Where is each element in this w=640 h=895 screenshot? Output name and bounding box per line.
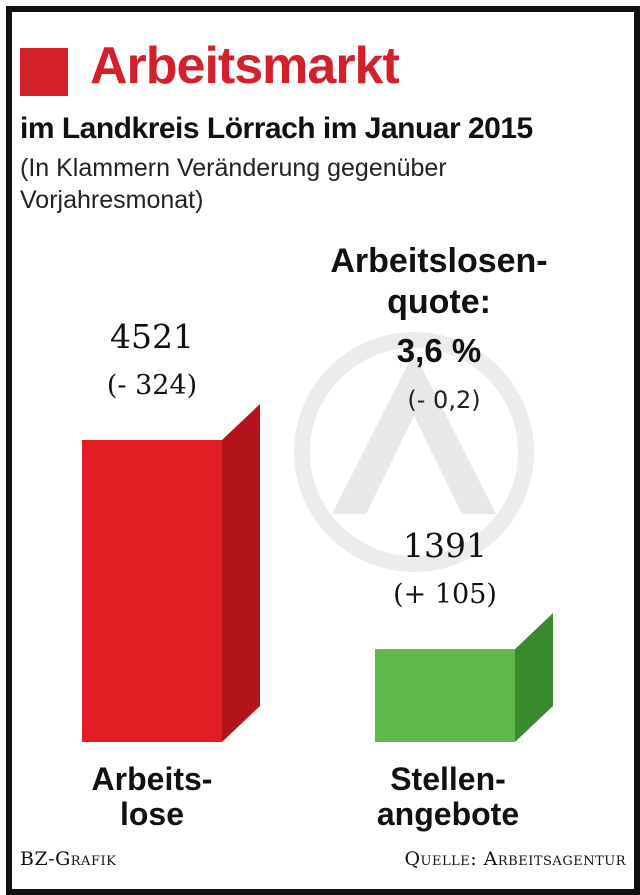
quote-label-line2: quote: bbox=[387, 283, 491, 321]
quote-change: (- 0,2) bbox=[407, 386, 480, 414]
bar-side-arbeitslose bbox=[222, 404, 260, 742]
infographic-frame: Arbeitsmarkt im Landkreis Lörrach im Jan… bbox=[6, 6, 640, 895]
category-label-arbeitslose-line1: Arbeits- bbox=[92, 761, 213, 797]
change-label-arbeitslose: (- 324) bbox=[107, 370, 197, 401]
chart-subtitle: im Landkreis Lörrach im Januar 2015 bbox=[20, 112, 533, 145]
bar-side-stellenangebote bbox=[515, 613, 553, 742]
bar-chart: Arbeitslosen- quote: 3,6 % (- 0,2) 4521 … bbox=[82, 242, 553, 832]
credit-label: BZ-Grafik bbox=[20, 848, 117, 870]
bar-group-arbeitslose: 4521 (- 324) Arbeits- lose bbox=[82, 317, 260, 832]
bar-arbeitslose bbox=[82, 440, 222, 742]
arbeitsagentur-logo-icon bbox=[294, 332, 534, 572]
value-label-arbeitslose: 4521 bbox=[110, 317, 194, 356]
source-label: Quelle: Arbeitsagentur bbox=[404, 848, 626, 870]
bar-group-stellenangebote: 1391 (+ 105) Stellen- angebote bbox=[375, 526, 553, 832]
category-label-stellenangebote-line1: Stellen- bbox=[390, 761, 506, 797]
chart-note: (In Klammern Veränderung gegenüber Vorja… bbox=[20, 154, 447, 214]
category-label-stellenangebote-line2: angebote bbox=[377, 796, 519, 832]
bar-stellenangebote bbox=[375, 649, 515, 742]
red-square-icon bbox=[20, 48, 68, 96]
quote-value: 3,6 % bbox=[397, 332, 481, 369]
change-label-stellenangebote: (+ 105) bbox=[393, 579, 497, 610]
value-label-stellenangebote: 1391 bbox=[403, 526, 487, 565]
chart-title: Arbeitsmarkt bbox=[90, 37, 400, 95]
quote-label-line1: Arbeitslosen- bbox=[330, 242, 547, 280]
category-label-arbeitslose-line2: lose bbox=[120, 796, 184, 832]
